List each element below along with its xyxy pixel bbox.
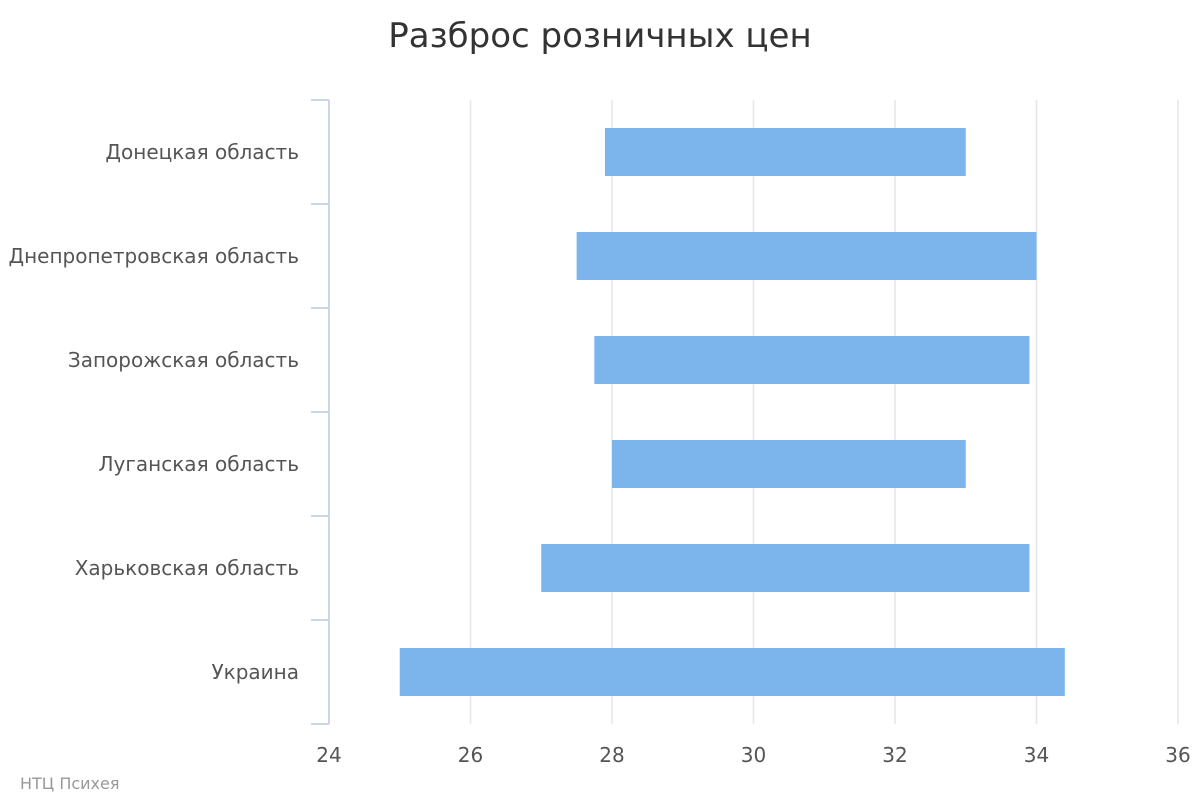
x-axis-tick-labels: 24 26 28 30 32 34 36 [316,743,1190,767]
bar-range[interactable] [594,336,1030,384]
category-label: Донецкая область [105,140,299,164]
category-labels: Донецкая область Днепропетровская область… [8,140,299,684]
bar-range[interactable] [399,648,1065,696]
chart-title: Разброс розничных цен [388,16,811,56]
bars [399,128,1065,696]
category-label: Днепропетровская область [8,244,299,268]
x-tick-label: 28 [599,743,624,767]
x-tick-label: 36 [1165,743,1190,767]
grid-lines [469,100,1179,724]
bar-range[interactable] [541,544,1030,592]
x-tick-label: 30 [741,743,766,767]
category-label: Харьковская область [75,556,299,580]
x-tick-label: 24 [316,743,341,767]
bar-range[interactable] [576,232,1037,280]
x-tick-label: 32 [882,743,907,767]
category-label: Украина [211,660,299,684]
x-tick-label: 26 [458,743,483,767]
category-label: Луганская область [99,452,299,476]
category-label: Запорожская область [68,348,299,372]
category-axis [311,99,330,725]
chart-credit[interactable]: НТЦ Психея [20,774,119,793]
bar-range[interactable] [604,128,966,176]
bar-range[interactable] [612,440,966,488]
x-tick-label: 34 [1024,743,1049,767]
